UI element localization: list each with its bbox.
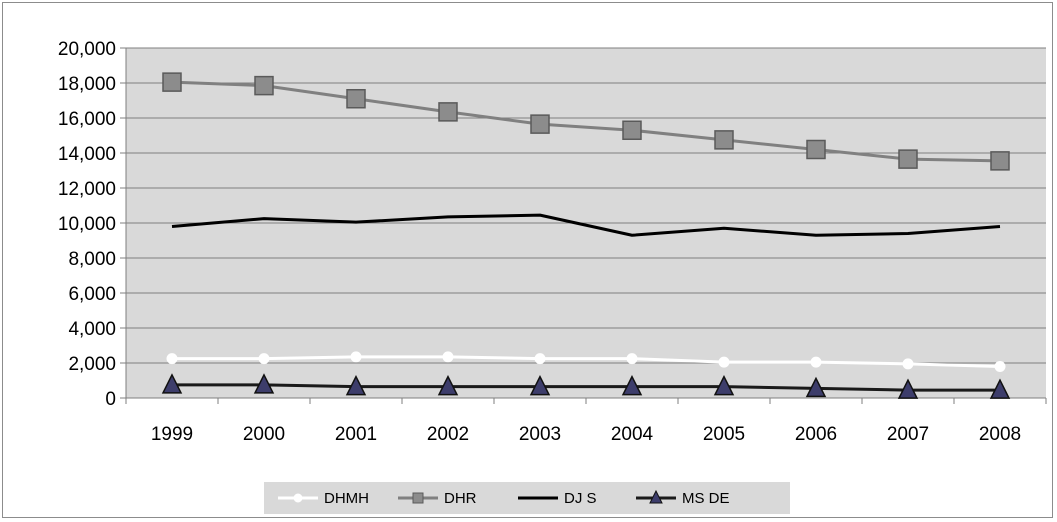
series-group [161,72,1011,399]
x-tick-label: 2006 [795,424,837,445]
data-point-dhr [990,151,1010,171]
y-tick-label: 20,000 [58,39,116,60]
y-tick-label: 12,000 [58,179,116,200]
x-tick-label: 2004 [611,424,654,445]
data-point-ms-de [621,374,643,396]
data-point-dhr [346,89,366,109]
data-point-ms-de [345,374,367,396]
data-point-dhr [714,130,734,150]
y-tick-label: 8,000 [68,249,116,270]
data-point-dhr [162,72,182,92]
y-tick-label: 16,000 [58,109,116,130]
data-point-ms-de [713,374,735,396]
legend-marker [649,489,663,504]
legend-label: DHR [444,490,477,507]
data-point-dhmh [810,356,822,368]
data-point-ms-de [805,376,827,398]
data-point-ms-de [989,378,1011,399]
data-point-ms-de [253,373,275,394]
data-point-ms-de [437,374,459,396]
data-point-dhmh [626,353,638,365]
x-tick-label: 2007 [887,424,929,445]
data-point-dhr [254,75,274,96]
data-point-dhmh [166,353,178,365]
legend-marker [412,492,424,504]
x-tick-label: 1999 [151,424,193,445]
data-point-ms-de [161,373,183,394]
data-point-dhr [806,139,826,160]
legend-label: DJ S [564,490,597,507]
y-tick-label: 6,000 [68,284,116,305]
x-tick-label: 2003 [519,424,561,445]
legend-entry-dj-s: DJ S [518,490,597,507]
data-point-dhr [438,102,458,122]
data-point-dhr [622,120,642,140]
series-line-ms-de [172,383,1000,392]
x-tick-label: 2000 [243,424,285,445]
x-tick-label: 2005 [703,424,745,445]
data-point-dhmh [902,358,914,370]
series-line-dj-s [171,213,1001,237]
legend-entry-ms-de: MS DE [636,489,730,507]
y-tick-label: 10,000 [58,214,116,235]
series-dhmh [166,351,1006,372]
legend-entry-dhmh: DHMH [278,490,369,507]
axes: 0 2,000 4,000 6,000 8,000 10,000 12,000 14,000 1… [58,39,1047,445]
y-tick-label: 14,000 [58,144,116,165]
series-dj-s [171,213,1001,237]
x-tick-label: 2002 [427,424,469,445]
data-point-dhmh [534,353,546,365]
series-line-dhr [171,80,1001,163]
series-line-dhmh [172,355,1001,368]
data-point-dhr [898,149,918,169]
series-ms-de [161,373,1011,399]
data-point-dhmh [994,361,1006,372]
series-dhr [162,72,1010,171]
plot-area [126,47,1046,398]
data-point-dhr [530,114,550,134]
data-point-ms-de [897,378,919,399]
data-point-dhmh [350,351,362,363]
legend-label: MS DE [682,490,730,507]
x-tick-label: 2008 [979,424,1021,445]
legend: DHMH DHR DJ S MS DE [264,482,790,514]
legend-marker [293,493,303,503]
y-tick-label: 18,000 [58,74,116,95]
data-point-dhmh [718,356,730,368]
legend-entry-dhr: DHR [398,490,477,507]
data-point-dhmh [258,353,270,365]
y-tick-label: 4,000 [68,319,116,340]
y-tick-label: 0 [105,389,116,410]
data-point-dhmh [442,351,454,363]
data-point-ms-de [529,374,551,396]
y-tick-label: 2,000 [68,354,116,375]
legend-label: DHMH [324,490,369,507]
x-tick-label: 2001 [335,424,377,445]
